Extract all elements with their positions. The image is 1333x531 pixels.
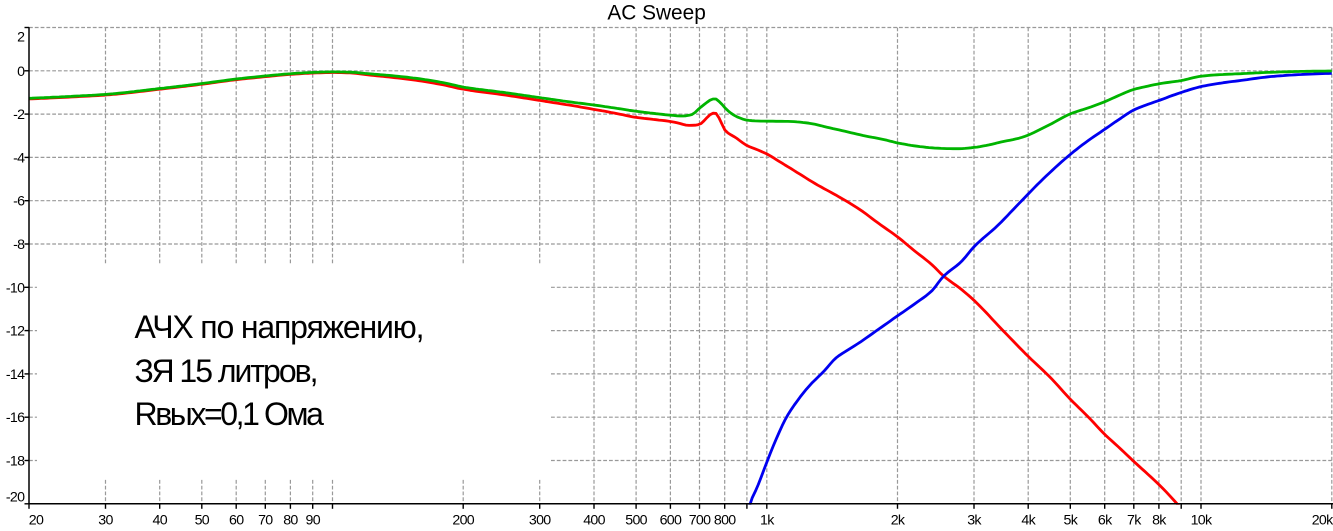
svg-text:80: 80 — [283, 513, 298, 529]
svg-text:4k: 4k — [1021, 513, 1036, 529]
svg-text:АЧХ по напряжению,: АЧХ по напряжению, — [135, 309, 424, 345]
svg-text:-4: -4 — [13, 150, 25, 166]
svg-text:5k: 5k — [1064, 513, 1079, 529]
svg-text:60: 60 — [229, 513, 244, 529]
svg-text:-6: -6 — [13, 194, 25, 210]
svg-text:-20: -20 — [6, 490, 25, 506]
svg-text:-10: -10 — [6, 280, 25, 296]
svg-text:30: 30 — [98, 513, 113, 529]
svg-text:-8: -8 — [13, 237, 25, 253]
svg-text:-16: -16 — [6, 410, 25, 426]
svg-text:700: 700 — [689, 513, 711, 529]
svg-text:8k: 8k — [1152, 513, 1167, 529]
svg-text:20: 20 — [29, 513, 44, 529]
svg-text:300: 300 — [529, 513, 551, 529]
svg-text:40: 40 — [153, 513, 168, 529]
svg-text:50: 50 — [195, 513, 210, 529]
svg-text:6k: 6k — [1098, 513, 1113, 529]
svg-text:Rвых=0,1 Ома: Rвых=0,1 Ома — [135, 396, 325, 432]
svg-text:70: 70 — [258, 513, 273, 529]
svg-text:-12: -12 — [6, 324, 25, 340]
svg-text:10k: 10k — [1191, 513, 1213, 529]
svg-text:20k: 20k — [1312, 513, 1333, 529]
svg-text:800: 800 — [714, 513, 736, 529]
svg-text:2k: 2k — [891, 513, 906, 529]
svg-text:1k: 1k — [760, 513, 775, 529]
svg-text:AC Sweep: AC Sweep — [607, 1, 706, 24]
svg-text:0: 0 — [17, 64, 25, 80]
svg-text:500: 500 — [625, 513, 647, 529]
svg-text:600: 600 — [660, 513, 682, 529]
svg-text:-2: -2 — [13, 107, 25, 123]
svg-text:3k: 3k — [967, 513, 982, 529]
svg-text:7k: 7k — [1127, 513, 1142, 529]
svg-text:-14: -14 — [6, 367, 25, 383]
svg-text:ЗЯ 15 литров,: ЗЯ 15 литров, — [135, 353, 318, 389]
svg-text:2: 2 — [17, 30, 25, 46]
svg-text:200: 200 — [452, 513, 474, 529]
svg-text:-18: -18 — [6, 454, 25, 470]
svg-text:90: 90 — [306, 513, 321, 529]
svg-text:400: 400 — [583, 513, 605, 529]
